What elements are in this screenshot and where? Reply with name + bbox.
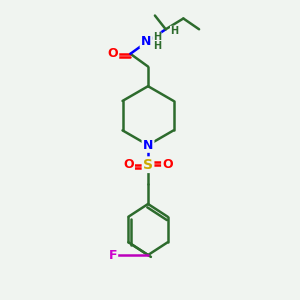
Text: N: N [141,34,151,48]
Text: H: H [170,26,178,36]
Text: O: O [162,158,173,171]
Text: N: N [143,139,153,152]
Text: H: H [153,32,161,42]
Text: O: O [107,47,118,60]
Text: H: H [153,41,161,51]
Text: O: O [123,158,134,171]
Text: S: S [143,158,153,172]
Text: F: F [109,248,117,262]
